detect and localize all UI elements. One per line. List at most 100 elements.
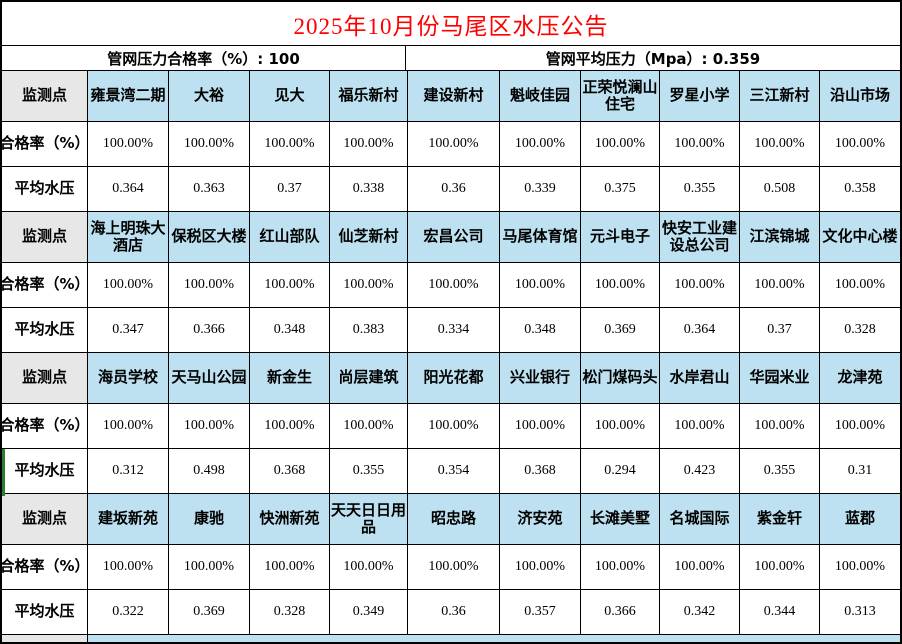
pressure-cell: 0.349 — [330, 590, 408, 635]
partial-next-row — [2, 635, 900, 642]
station-cell: 名城国际 — [660, 494, 740, 545]
row-label-rate: 合格率（%） — [2, 263, 88, 308]
rate-cell: 100.00% — [740, 404, 820, 449]
pressure-cell: 0.508 — [740, 167, 820, 212]
station-cell: 红山部队 — [250, 212, 330, 263]
summary-pass-rate: 管网压力合格率（%）: 100 — [2, 46, 406, 70]
pressure-row: 平均水压 0.364 0.363 0.37 0.338 0.36 0.339 0.375 0.3… — [2, 167, 900, 212]
station-cell: 见大 — [250, 71, 330, 122]
station-cell: 快安工业建设总公司 — [660, 212, 740, 263]
station-cell: 沿山市场 — [820, 71, 900, 122]
row-label-station: 监测点 — [2, 71, 88, 122]
pressure-cell: 0.312 — [88, 449, 169, 494]
rate-cell: 100.00% — [330, 122, 408, 167]
rate-cell: 100.00% — [740, 545, 820, 590]
rate-cell: 100.00% — [330, 545, 408, 590]
pressure-cell: 0.423 — [660, 449, 740, 494]
pressure-cell: 0.358 — [820, 167, 900, 212]
station-cell: 海员学校 — [88, 353, 169, 404]
pressure-cell: 0.355 — [740, 449, 820, 494]
pressure-cell: 0.369 — [581, 308, 660, 353]
station-cell: 建设新村 — [408, 71, 500, 122]
row-label-station: 监测点 — [2, 353, 88, 404]
summary-row: 管网压力合格率（%）: 100 管网平均压力（Mpa）: 0.359 — [2, 46, 900, 71]
rate-cell: 100.00% — [820, 122, 900, 167]
station-cell: 天天日日用品 — [330, 494, 408, 545]
pressure-row: 平均水压 0.347 0.366 0.348 0.383 0.334 0.348 0.369 0… — [2, 308, 900, 353]
pressure-cell: 0.344 — [740, 590, 820, 635]
pressure-cell: 0.355 — [330, 449, 408, 494]
rate-cell: 100.00% — [88, 122, 169, 167]
station-cell: 三江新村 — [740, 71, 820, 122]
pressure-cell: 0.348 — [500, 308, 581, 353]
station-cell: 魁岐佳园 — [500, 71, 581, 122]
pressure-cell: 0.347 — [88, 308, 169, 353]
pressure-cell: 0.36 — [408, 167, 500, 212]
pressure-cell: 0.383 — [330, 308, 408, 353]
station-cell: 阳光花都 — [408, 353, 500, 404]
station-cell: 快洲新苑 — [250, 494, 330, 545]
station-cell: 水岸君山 — [660, 353, 740, 404]
row-label-pressure: 平均水压 — [2, 308, 88, 353]
station-cell: 紫金轩 — [740, 494, 820, 545]
pressure-cell: 0.322 — [88, 590, 169, 635]
station-cell: 康驰 — [169, 494, 250, 545]
rate-cell: 100.00% — [740, 122, 820, 167]
pressure-cell: 0.328 — [250, 590, 330, 635]
station-row: 监测点 海员学校 天马山公园 新金生 尚层建筑 阳光花都 兴业银行 松门煤码头 水岸君山 华园米业… — [2, 353, 900, 404]
rate-cell: 100.00% — [88, 545, 169, 590]
pressure-cell: 0.368 — [250, 449, 330, 494]
rate-cell: 100.00% — [500, 404, 581, 449]
pressure-cell: 0.364 — [660, 308, 740, 353]
rate-row: 合格率（%） 100.00% 100.00% 100.00% 100.00% 100.00… — [2, 545, 900, 590]
rate-cell: 100.00% — [500, 122, 581, 167]
rate-cell: 100.00% — [250, 122, 330, 167]
page-title: 2025年10月份马尾区水压公告 — [293, 13, 609, 39]
station-cell: 尚层建筑 — [330, 353, 408, 404]
pressure-cell: 0.357 — [500, 590, 581, 635]
rate-cell: 100.00% — [169, 545, 250, 590]
rate-cell: 100.00% — [500, 545, 581, 590]
station-cell: 海上明珠大酒店 — [88, 212, 169, 263]
row-label-pressure: 平均水压 — [2, 167, 88, 212]
rate-cell: 100.00% — [820, 404, 900, 449]
rate-cell: 100.00% — [408, 263, 500, 308]
row-label-rate: 合格率（%） — [2, 545, 88, 590]
pressure-cell: 0.368 — [500, 449, 581, 494]
pressure-cell: 0.334 — [408, 308, 500, 353]
station-cell: 江滨锦城 — [740, 212, 820, 263]
rate-cell: 100.00% — [169, 122, 250, 167]
partial-row-data-cells — [88, 635, 900, 642]
rate-cell: 100.00% — [820, 545, 900, 590]
pressure-cell: 0.37 — [740, 308, 820, 353]
pressure-row: 平均水压 0.322 0.369 0.328 0.349 0.36 0.357 0.366 0.… — [2, 590, 900, 635]
pressure-cell: 0.355 — [660, 167, 740, 212]
pressure-cell: 0.328 — [820, 308, 900, 353]
station-row: 监测点 建坂新苑 康驰 快洲新苑 天天日日用品 昭忠路 济安苑 长滩美墅 名城国际 紫金轩 蓝郡 — [2, 494, 900, 545]
rate-cell: 100.00% — [660, 263, 740, 308]
title-row: 2025年10月份马尾区水压公告 — [2, 2, 900, 46]
station-cell: 龙津苑 — [820, 353, 900, 404]
station-cell: 罗星小学 — [660, 71, 740, 122]
pressure-cell: 0.354 — [408, 449, 500, 494]
rate-cell: 100.00% — [169, 404, 250, 449]
pressure-cell: 0.366 — [169, 308, 250, 353]
partial-row-label-cell — [2, 635, 88, 642]
station-cell: 保税区大楼 — [169, 212, 250, 263]
rate-cell: 100.00% — [820, 263, 900, 308]
row-label-rate: 合格率（%） — [2, 122, 88, 167]
pressure-cell: 0.498 — [169, 449, 250, 494]
station-cell: 昭忠路 — [408, 494, 500, 545]
rate-cell: 100.00% — [660, 404, 740, 449]
station-cell: 宏昌公司 — [408, 212, 500, 263]
pressure-cell: 0.364 — [88, 167, 169, 212]
station-cell: 仙芝新村 — [330, 212, 408, 263]
pressure-cell: 0.348 — [250, 308, 330, 353]
station-cell: 大裕 — [169, 71, 250, 122]
station-cell: 福乐新村 — [330, 71, 408, 122]
rate-cell: 100.00% — [581, 404, 660, 449]
pressure-cell: 0.31 — [820, 449, 900, 494]
selection-indicator-line — [2, 449, 5, 496]
rate-cell: 100.00% — [581, 122, 660, 167]
